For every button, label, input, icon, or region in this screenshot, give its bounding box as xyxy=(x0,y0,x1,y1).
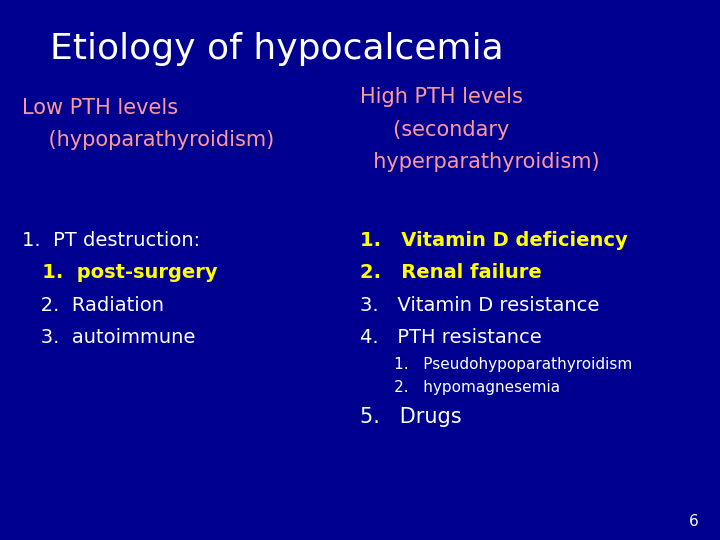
Text: 1.  PT destruction:: 1. PT destruction: xyxy=(22,231,199,250)
Text: Etiology of hypocalcemia: Etiology of hypocalcemia xyxy=(50,32,504,65)
Text: hyperparathyroidism): hyperparathyroidism) xyxy=(360,152,600,172)
Text: Low PTH levels: Low PTH levels xyxy=(22,98,178,118)
Text: (secondary: (secondary xyxy=(360,119,509,140)
Text: 1.   Vitamin D deficiency: 1. Vitamin D deficiency xyxy=(360,231,628,250)
Text: 5.   Drugs: 5. Drugs xyxy=(360,407,462,427)
Text: (hypoparathyroidism): (hypoparathyroidism) xyxy=(22,130,274,151)
Text: 2.  Radiation: 2. Radiation xyxy=(22,295,163,315)
Text: 2.   hypomagnesemia: 2. hypomagnesemia xyxy=(360,380,560,395)
Text: 3.  autoimmune: 3. autoimmune xyxy=(22,328,195,347)
Text: High PTH levels: High PTH levels xyxy=(360,87,523,107)
Text: 2.   Renal failure: 2. Renal failure xyxy=(360,263,541,282)
Text: 1.  post-surgery: 1. post-surgery xyxy=(22,263,217,282)
Text: 4.   PTH resistance: 4. PTH resistance xyxy=(360,328,541,347)
Text: 6: 6 xyxy=(688,514,698,529)
Text: 3.   Vitamin D resistance: 3. Vitamin D resistance xyxy=(360,295,599,315)
Text: 1.   Pseudohypoparathyroidism: 1. Pseudohypoparathyroidism xyxy=(360,357,632,372)
